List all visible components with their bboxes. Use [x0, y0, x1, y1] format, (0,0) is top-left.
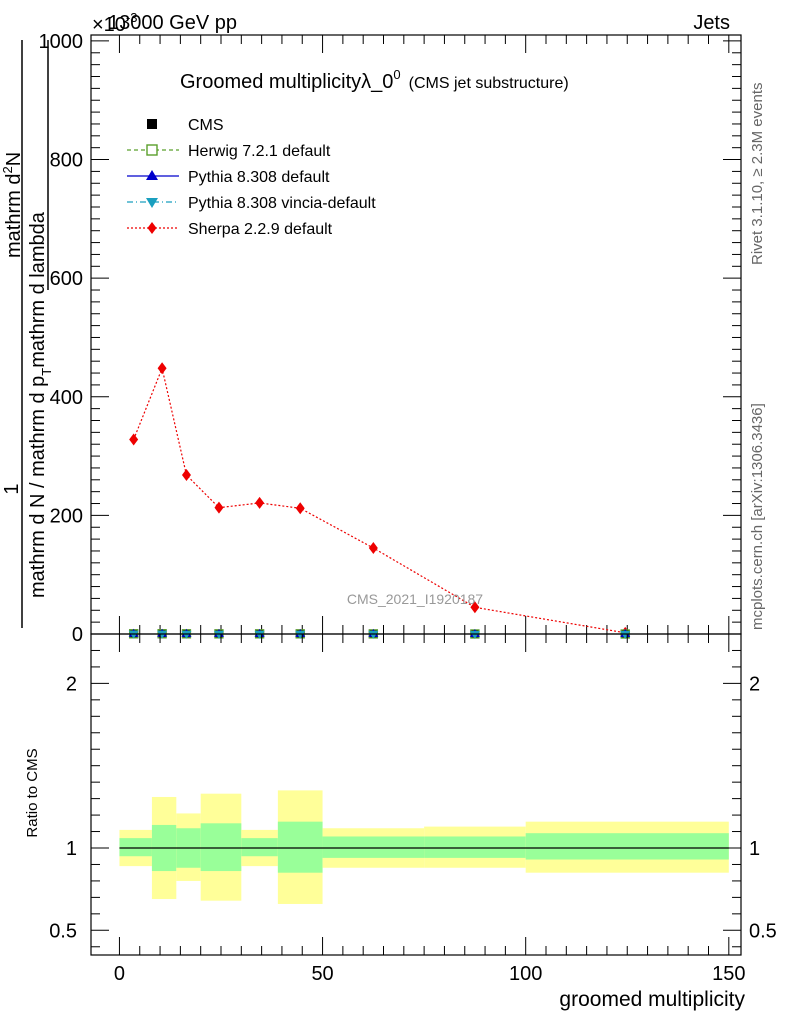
legend-label: Pythia 8.308 vincia-default	[188, 195, 376, 212]
ratio-ytick-label-right: 1	[749, 838, 760, 860]
sherpa-point	[181, 469, 191, 482]
ylabel-numerator-bottom: mathrm d2N	[0, 152, 25, 258]
main-ytick-label: 200	[50, 505, 83, 527]
main-ytick-label: 800	[50, 150, 83, 172]
legend-label: CMS	[188, 117, 224, 134]
ratio-xtick-label: 50	[311, 963, 333, 985]
main-ytick-label: 400	[50, 387, 83, 409]
legend-marker-vincia	[146, 198, 158, 208]
main-ytick-label: 0	[72, 624, 83, 646]
sherpa-point	[157, 362, 167, 375]
x-axis-label: groomed multiplicity	[559, 988, 745, 1011]
ylabel-numerator-top: mathrm d N / mathrm d pTmathrm d lambda	[27, 211, 54, 598]
chart-title: Groomed multiplicityλ_00(CMS jet substru…	[180, 67, 569, 93]
ratio-inner-band-7	[424, 836, 526, 858]
main-ylabel: 1 mathrm d2N mathrm d N / mathrm d pTmat…	[0, 40, 54, 628]
vincia-point	[368, 630, 379, 639]
legend: CMS Herwig 7.2.1 default Pythia 8.308 defa…	[127, 117, 376, 238]
legend-label: Herwig 7.2.1 default	[188, 143, 331, 160]
sherpa-point	[129, 433, 139, 446]
ratio-frame	[90, 633, 742, 956]
vincia-point	[295, 630, 306, 639]
process-label: Jets	[693, 12, 730, 34]
vincia-point	[254, 630, 265, 639]
main-ytick-label: 600	[50, 268, 83, 290]
ratio-ytick-label: 0.5	[49, 920, 77, 942]
vincia-point	[128, 630, 139, 639]
exponent-label: ×10-3	[92, 10, 138, 36]
main-axes: 0 200 400 600 800 1000	[39, 31, 742, 646]
energy-label: 13000 GeV pp	[108, 12, 237, 34]
sherpa-point	[214, 501, 224, 514]
ratio-inner-band-4	[241, 838, 278, 857]
sherpa-point	[470, 601, 480, 614]
main-ytick-label: 1000	[39, 31, 84, 53]
ylabel-numerator-one: 1	[1, 483, 23, 494]
sherpa-point	[255, 496, 265, 509]
ratio-inner-band-3	[200, 823, 242, 872]
ratio-inner-band-0	[119, 838, 152, 857]
ratio-xtick-label: 100	[509, 963, 542, 985]
legend-marker-sherpa	[147, 222, 157, 234]
ratio-ytick-label: 1	[66, 838, 77, 860]
ratio-inner-band-5	[277, 821, 323, 873]
ratio-inner-band-6	[322, 836, 425, 858]
legend-marker-herwig	[146, 144, 158, 156]
legend-label: Sherpa 2.2.9 default	[188, 221, 333, 238]
ratio-ylabel: Ratio to CMS	[24, 748, 41, 837]
ratio-ytick-label-right: 0.5	[749, 920, 777, 942]
vincia-point	[213, 630, 224, 639]
vincia-point	[157, 630, 168, 639]
watermark: CMS_2021_I1920187	[347, 591, 483, 607]
legend-marker-cms	[147, 119, 157, 129]
ratio-ytick-label: 2	[66, 673, 77, 695]
legend-marker-pythia	[146, 170, 158, 180]
rivet-label: Rivet 3.1.10, ≥ 2.3M events	[749, 83, 766, 266]
vincia-point	[620, 630, 631, 639]
sherpa-point	[295, 502, 305, 515]
vincia-point	[469, 630, 480, 639]
legend-label: Pythia 8.308 default	[188, 169, 330, 186]
sherpa-point	[368, 542, 378, 555]
ylabel-denominator: mathrm d N / mathrm d pTmathrm d lambda	[27, 241, 54, 628]
ratio-bands	[119, 790, 729, 904]
ratio-ytick-label-right: 2	[749, 673, 760, 695]
ratio-inner-band-8	[525, 833, 729, 860]
vincia-point	[181, 630, 192, 639]
ratio-xtick-label: 150	[712, 963, 745, 985]
mcplots-label: mcplots.cern.ch [arXiv:1306.3436]	[749, 403, 766, 630]
ratio-xtick-label: 0	[114, 963, 125, 985]
